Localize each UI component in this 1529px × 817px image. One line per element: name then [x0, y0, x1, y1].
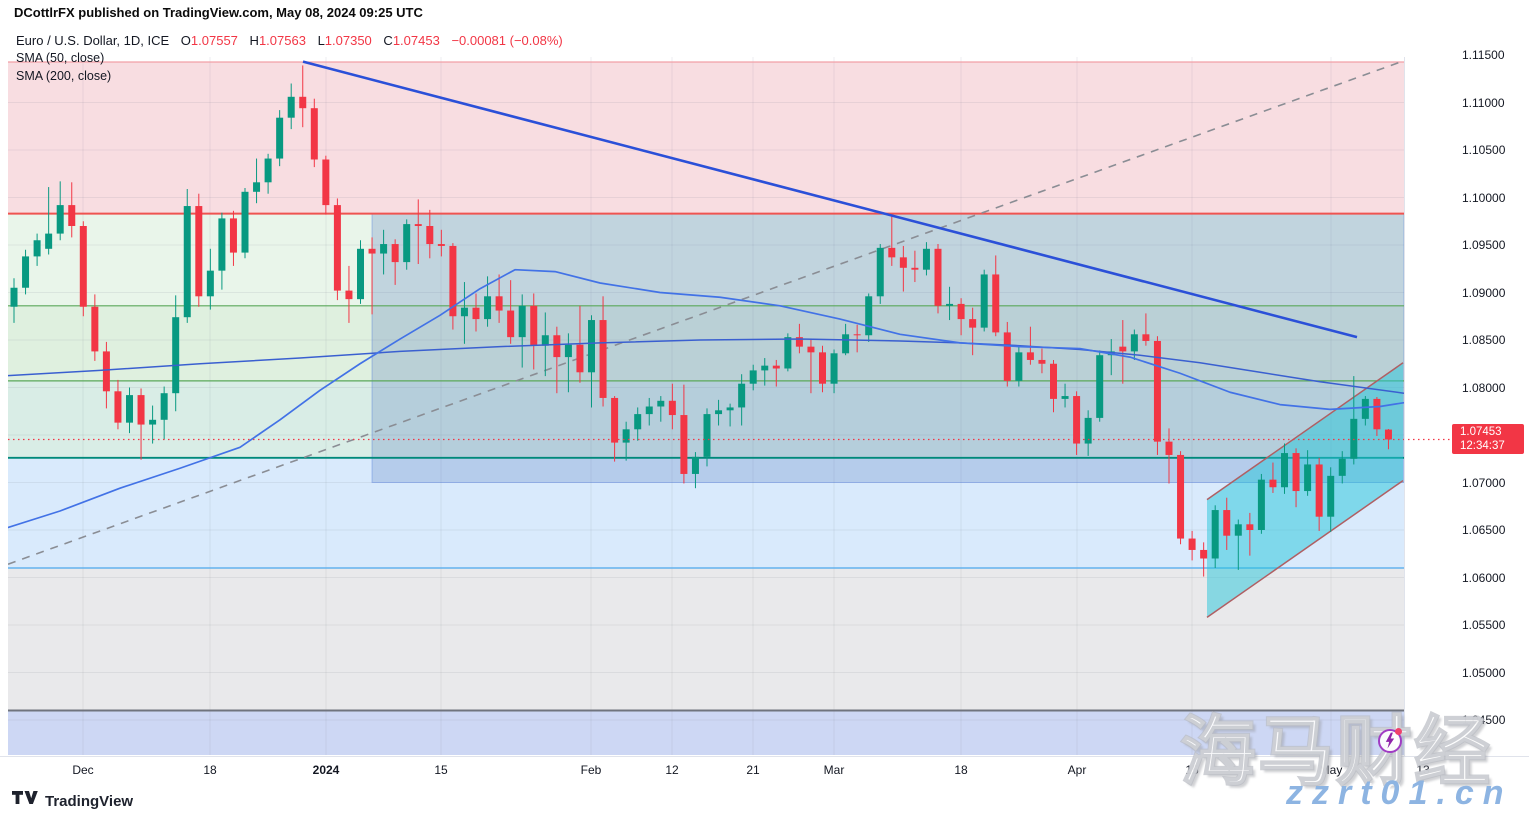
symbol-legend[interactable]: Euro / U.S. Dollar, 1D, ICE O1.07557 H1.…	[16, 33, 563, 48]
watermark-cjk-text: 海马财经	[1179, 706, 1492, 797]
low-value: 1.07350	[324, 33, 372, 48]
price-tick-label: 1.07000	[1462, 475, 1506, 490]
publish-attribution: DCottlrFX published on TradingView.com, …	[14, 5, 423, 20]
tradingview-footer-link[interactable]: TradingView	[12, 789, 133, 813]
price-axis-divider	[1404, 57, 1405, 756]
tradingview-logo-icon	[12, 790, 38, 812]
price-tick-label: 1.05000	[1462, 665, 1506, 680]
sma50-label: SMA (50, close)	[16, 51, 105, 65]
price-tick-label: 1.08500	[1462, 333, 1506, 347]
last-price-badge[interactable]: 1.07453 12:34:37	[1452, 424, 1524, 455]
price-tick-label: 1.11000	[1462, 95, 1505, 110]
price-tick-label: 1.09000	[1462, 285, 1506, 300]
price-tick-label: 1.05500	[1462, 618, 1506, 632]
time-tick-label: Apr	[1067, 763, 1087, 777]
price-tick-label: 1.04500	[1462, 713, 1506, 727]
price-tick-label: 1.10500	[1462, 143, 1506, 157]
time-tick-label: Dec	[72, 763, 94, 777]
price-axis[interactable]: 1.11500 1.11000 1.10500 1.10000 1.09500 1.090…	[1404, 48, 1529, 756]
lightning-badge-icon	[1378, 728, 1402, 753]
open-label: O	[180, 33, 191, 48]
watermark-url-text: zzrt01.cn	[1286, 774, 1513, 812]
time-axis[interactable]: Dec 18 2024 15 Feb 12 21 Mar 18 Apr 15 May 13	[0, 756, 1529, 783]
sma200-label: SMA (200, close)	[16, 69, 112, 83]
time-tick-label: May	[1319, 763, 1343, 777]
change-value: −0.00081 (−0.08%)	[451, 33, 563, 48]
price-tick-label: 1.06500	[1462, 523, 1506, 537]
time-tick-label: 18	[203, 763, 217, 777]
time-tick-label: 21	[746, 763, 760, 777]
price-tick-label: 1.10000	[1462, 190, 1506, 205]
high-label: H	[249, 33, 259, 48]
time-tick-label: 15	[1185, 763, 1199, 777]
indicator-legend-sma50[interactable]: SMA (50, close)	[16, 51, 104, 65]
plot-area[interactable]	[0, 57, 1423, 755]
time-tick-label: 2024	[312, 763, 340, 777]
notification-dot	[1395, 728, 1402, 735]
bar-countdown: 12:34:37	[1460, 440, 1505, 453]
time-tick-label: 13	[1416, 763, 1430, 777]
symbol-title: Euro / U.S. Dollar, 1D, ICE	[16, 33, 170, 48]
price-tick-label: 1.06000	[1462, 570, 1506, 585]
open-value: 1.07557	[190, 33, 238, 48]
close-label: C	[383, 33, 393, 48]
time-tick-label: 12	[665, 763, 679, 777]
time-tick-label: Mar	[823, 763, 845, 777]
price-tick-label: 1.08000	[1462, 380, 1506, 395]
time-tick-label: Feb	[580, 763, 602, 777]
indicator-legend-sma200[interactable]: SMA (200, close)	[16, 69, 111, 83]
low-label: L	[317, 33, 325, 48]
tradingview-brand-text: TradingView	[45, 792, 134, 810]
close-value: 1.07453	[392, 33, 440, 48]
price-tick-label: 1.11500	[1462, 48, 1505, 62]
price-tick-label: 1.09500	[1462, 238, 1506, 252]
time-tick-label: 18	[954, 763, 968, 777]
last-price-value: 1.07453	[1460, 426, 1502, 439]
high-value: 1.07563	[258, 33, 306, 48]
time-tick-label: 15	[434, 763, 448, 777]
